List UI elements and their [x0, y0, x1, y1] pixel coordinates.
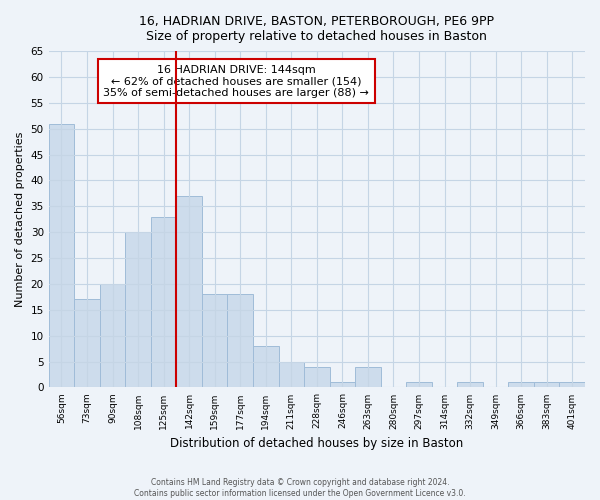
Text: 16 HADRIAN DRIVE: 144sqm
← 62% of detached houses are smaller (154)
35% of semi-: 16 HADRIAN DRIVE: 144sqm ← 62% of detach…: [103, 64, 370, 98]
Bar: [559, 382, 585, 388]
Bar: [202, 294, 227, 388]
Bar: [74, 300, 100, 388]
Bar: [304, 366, 329, 388]
Bar: [227, 294, 253, 388]
Bar: [457, 382, 483, 388]
Bar: [534, 382, 559, 388]
Bar: [253, 346, 278, 388]
Bar: [355, 366, 380, 388]
Bar: [176, 196, 202, 388]
Bar: [508, 382, 534, 388]
Bar: [49, 124, 74, 388]
Text: Contains HM Land Registry data © Crown copyright and database right 2024.
Contai: Contains HM Land Registry data © Crown c…: [134, 478, 466, 498]
Bar: [125, 232, 151, 388]
Title: 16, HADRIAN DRIVE, BASTON, PETERBOROUGH, PE6 9PP
Size of property relative to de: 16, HADRIAN DRIVE, BASTON, PETERBOROUGH,…: [139, 15, 494, 43]
Bar: [151, 216, 176, 388]
Bar: [100, 284, 125, 388]
X-axis label: Distribution of detached houses by size in Baston: Distribution of detached houses by size …: [170, 437, 463, 450]
Y-axis label: Number of detached properties: Number of detached properties: [15, 132, 25, 307]
Bar: [278, 362, 304, 388]
Bar: [406, 382, 432, 388]
Bar: [329, 382, 355, 388]
